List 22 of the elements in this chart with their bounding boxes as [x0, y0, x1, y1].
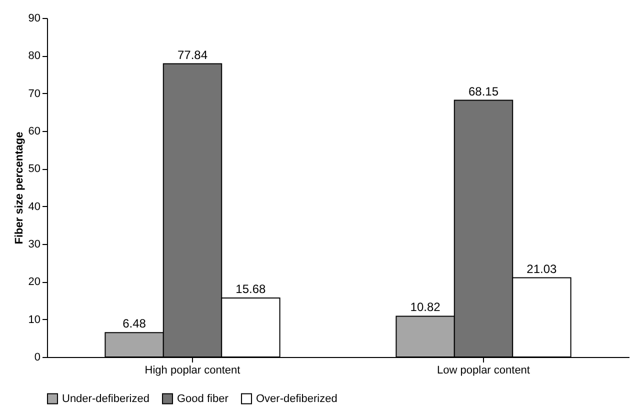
data-label: 6.48 — [122, 316, 146, 331]
legend-label: Good fiber — [177, 392, 229, 405]
y-tick-label: 80 — [28, 50, 40, 62]
y-tick-label: 10 — [28, 314, 40, 326]
y-tick-label: 50 — [28, 163, 40, 176]
y-tick-label: 60 — [28, 126, 40, 138]
y-tick-label: 90 — [28, 12, 40, 24]
data-label: 21.03 — [526, 262, 558, 276]
y-tick-label: 0 — [34, 352, 40, 364]
x-tick-label: High poplar content — [144, 364, 240, 376]
y-tick-label: 30 — [28, 238, 40, 250]
y-axis-title: Fiber size percentage — [13, 132, 26, 244]
data-label: 10.82 — [410, 300, 441, 314]
data-label: 68.15 — [468, 84, 499, 98]
legend-label: Under-defiberized — [62, 392, 150, 405]
x-tick-label: Low poplar content — [437, 364, 530, 376]
legend-label: Over-defiberized — [256, 392, 338, 405]
data-label: 15.68 — [236, 282, 266, 296]
y-tick-label: 20 — [28, 276, 40, 288]
y-tick-label: 70 — [28, 88, 40, 100]
data-label: 77.84 — [177, 48, 208, 62]
y-tick-label: 40 — [28, 200, 40, 213]
